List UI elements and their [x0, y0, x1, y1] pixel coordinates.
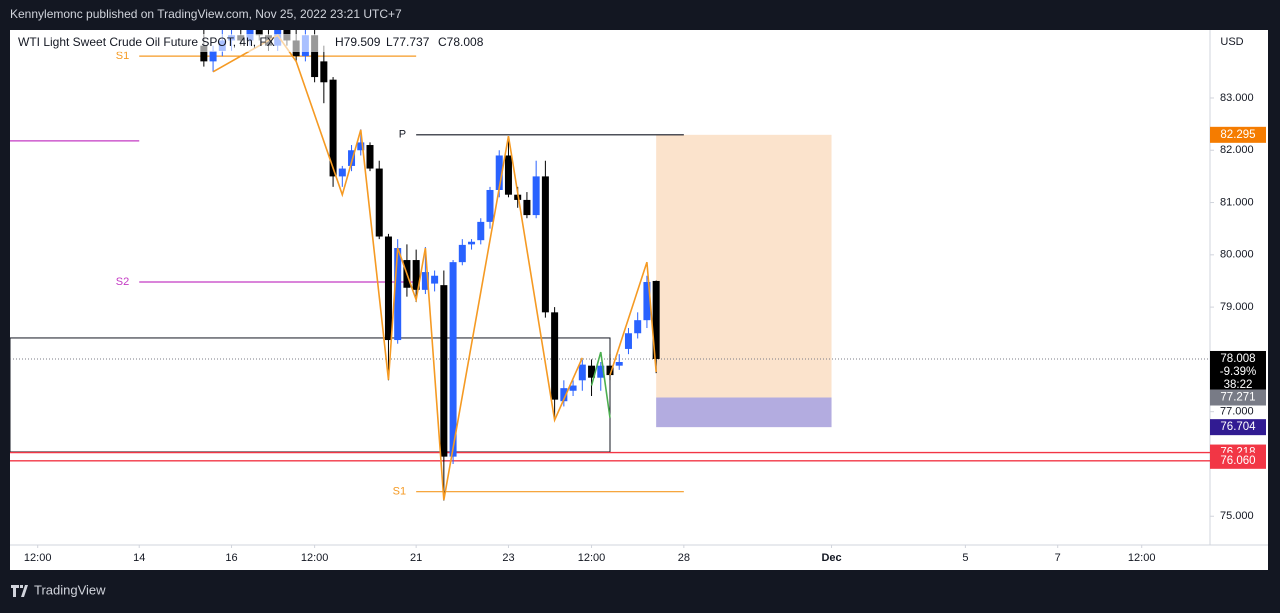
overlay: WTI Light Sweet Crude Oil Future SPOT, 4… — [14, 34, 484, 52]
logo-mark — [11, 585, 28, 597]
y-tick-label: 81.000 — [1220, 196, 1254, 208]
pivot-label: S2 — [116, 276, 129, 288]
header: Kennylemonc published on TradingView.com… — [10, 7, 402, 21]
y-tick-label: 83.000 — [1220, 92, 1254, 104]
x-tick-label: 28 — [678, 552, 690, 564]
x-tick-label: 7 — [1055, 552, 1061, 564]
x-tick-label: 12:00 — [578, 552, 606, 564]
footer: TradingView — [34, 582, 106, 597]
candle-body — [634, 320, 642, 334]
x-tick-label: 5 — [962, 552, 968, 564]
candle-body — [200, 45, 208, 62]
last-price: 78.008 — [1220, 353, 1255, 365]
candle-body — [606, 365, 614, 376]
candle-body — [338, 168, 346, 177]
price-label: 76.060 — [1220, 455, 1255, 467]
candle-body — [357, 142, 365, 151]
candle-body — [532, 176, 540, 216]
candle-body — [569, 385, 577, 391]
pivot-label: S1 — [393, 486, 406, 498]
candle-body — [588, 365, 596, 378]
candle-body — [384, 236, 392, 341]
candle-body — [412, 260, 420, 290]
pivot-label: S1 — [116, 50, 129, 62]
candle-body — [449, 262, 457, 457]
zigzag-line — [212, 34, 657, 501]
price-label-bg — [1210, 419, 1266, 436]
price-label-bg — [1210, 452, 1266, 469]
x-tick-label: 23 — [502, 552, 514, 564]
legend-background — [14, 34, 484, 52]
pivot-label: P — [399, 129, 406, 141]
candle-body — [477, 221, 485, 241]
y-tick-label: 82.000 — [1220, 144, 1254, 156]
chart-background — [10, 30, 1268, 570]
zigzag-line — [590, 351, 611, 419]
candle-body — [375, 168, 383, 237]
x-tick-label: 14 — [133, 552, 145, 564]
x-tick-label: Dec — [821, 552, 841, 564]
candle-body — [320, 61, 328, 83]
ohlc-high: H79.509 — [335, 35, 381, 49]
price-label: 77.271 — [1220, 392, 1255, 404]
candle-body — [458, 244, 466, 263]
candle-body — [486, 189, 494, 222]
countdown: 38:22 — [1224, 379, 1253, 391]
candle-body — [652, 280, 660, 359]
candle-body — [541, 176, 549, 313]
y-tick-label: 80.000 — [1220, 249, 1254, 261]
ohlc-low: L77.737 — [386, 35, 430, 49]
candle-body — [551, 312, 559, 400]
candle-body — [255, 30, 263, 36]
currency: USD — [1220, 36, 1243, 48]
candle-body — [468, 241, 476, 245]
price-label: 82.295 — [1220, 129, 1255, 141]
candle-body — [560, 388, 568, 402]
x-tick-label: 12:00 — [1128, 552, 1156, 564]
price-label-bg — [1210, 126, 1266, 143]
candle-body — [431, 275, 439, 284]
candle-body — [421, 272, 429, 290]
y-tick-label: 79.000 — [1220, 301, 1254, 313]
candle-body — [504, 155, 512, 195]
candle-body — [329, 79, 337, 177]
candle-body — [209, 50, 217, 62]
last-change: -9.39% — [1220, 366, 1256, 378]
candle-body — [495, 155, 503, 190]
candle-body — [643, 282, 651, 321]
chart-title: WTI Light Sweet Crude Oil Future SPOT, 4… — [18, 35, 275, 49]
candle-body — [523, 199, 531, 216]
candle-body — [440, 285, 448, 457]
x-tick-label: 12:00 — [24, 552, 52, 564]
stop-zone — [656, 397, 832, 428]
candle-body — [597, 365, 605, 378]
logo: TradingView — [11, 582, 106, 597]
candle-body — [311, 35, 319, 78]
target-zone — [656, 134, 832, 398]
candle-body — [578, 364, 586, 381]
price-label-bg — [1210, 389, 1266, 406]
ohlc-close: C78.008 — [438, 35, 484, 49]
last-price-bg — [1210, 350, 1266, 391]
candle-body — [615, 362, 623, 366]
candle-body — [348, 150, 356, 166]
plot-area: S1 P S2 S1 — [10, 30, 1210, 501]
candle-body — [394, 248, 402, 341]
x-tick-label: 16 — [225, 552, 237, 564]
y-tick-label: 75.000 — [1220, 510, 1254, 522]
x-tick-label: 21 — [410, 552, 422, 564]
x-tick-label: 12:00 — [301, 552, 329, 564]
y-tick-label: 77.000 — [1220, 406, 1254, 418]
candle-body — [624, 333, 632, 349]
candle-body — [366, 145, 374, 169]
price-label: 76.704 — [1220, 421, 1256, 433]
